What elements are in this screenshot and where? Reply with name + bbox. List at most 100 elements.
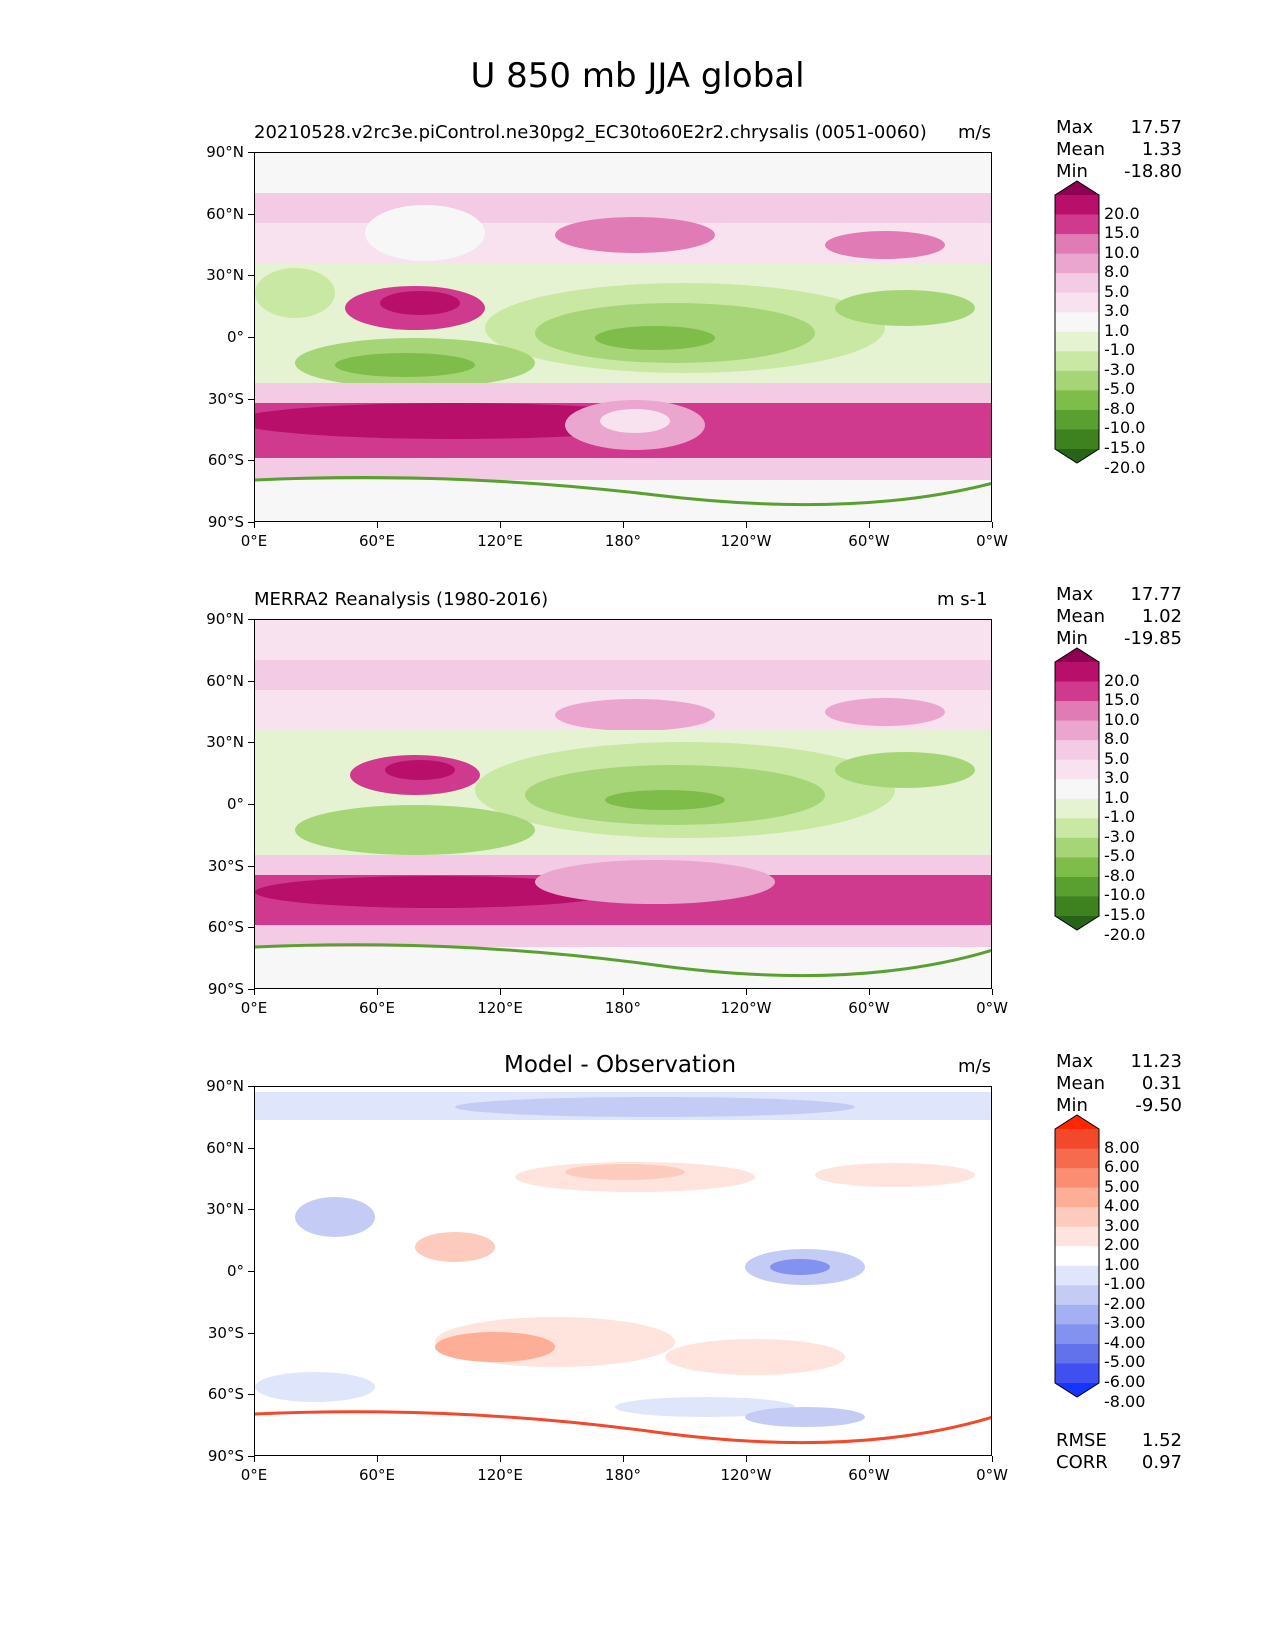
colorbar-tick-label: 5.0 — [1104, 281, 1130, 301]
colorbar-tick-label: -5.00 — [1104, 1352, 1146, 1372]
u850-field-model — [255, 153, 991, 521]
stat-label: Mean — [1056, 606, 1106, 627]
colorbar-segment — [1055, 896, 1099, 917]
colorbar-segment — [1055, 740, 1099, 761]
colorbar — [1054, 1114, 1100, 1398]
lon-tick — [623, 1456, 624, 1462]
lon-tick — [254, 989, 255, 995]
colorbar-segment — [1055, 876, 1099, 897]
stats-observation: Max 17.77 Mean 1.02 Min -19.85 — [1056, 584, 1182, 650]
colorbar-segment — [1055, 1226, 1099, 1247]
colorbar-tick-label: -3.00 — [1104, 1313, 1146, 1333]
colorbar-segment — [1055, 1363, 1099, 1384]
lat-tick-label: 60°N — [206, 204, 244, 223]
colorbar-segment — [1055, 1168, 1099, 1189]
colorbar-tick-label: 20.0 — [1104, 670, 1140, 690]
colorbar — [1054, 647, 1100, 931]
stat-label: Mean — [1056, 1073, 1106, 1094]
colorbar-tick-label: 3.0 — [1104, 768, 1130, 788]
lon-tick — [746, 522, 747, 528]
lon-tick — [500, 522, 501, 528]
colorbar-tick-label: 8.0 — [1104, 729, 1130, 749]
stat-max: 11.23 — [1130, 1051, 1182, 1072]
panel-title: MERRA2 Reanalysis (1980-2016) — [254, 589, 549, 610]
figure-title: U 850 mb JJA global — [470, 56, 805, 96]
lon-tick-label: 120°E — [477, 999, 523, 1017]
colorbar-tick-label: -3.0 — [1104, 359, 1136, 379]
colorbar-tick-label: 2.00 — [1104, 1235, 1140, 1255]
panel-title: 20210528.v2rc3e.piControl.ne30pg2_EC30to… — [254, 122, 927, 143]
colorbar-extend-max — [1055, 1115, 1099, 1129]
lon-tick — [500, 989, 501, 995]
colorbar-segment — [1055, 1129, 1099, 1150]
stat-label: Max — [1056, 117, 1094, 138]
colorbar-outline — [1054, 1114, 1100, 1398]
colorbar-segment — [1055, 1246, 1099, 1267]
stat-label: Mean — [1056, 139, 1106, 160]
colorbar-tick-label: 8.0 — [1104, 262, 1130, 282]
colorbar-segment — [1055, 662, 1099, 683]
colorbar-segment — [1055, 214, 1099, 235]
lat-tick — [248, 927, 254, 929]
lat-tick-label: 30°S — [207, 1323, 244, 1342]
colorbar-outline — [1054, 647, 1100, 931]
colorbar-segment — [1055, 390, 1099, 411]
colorbar-tick-label: -15.0 — [1104, 438, 1146, 457]
colorbar-segment — [1055, 798, 1099, 819]
colorbar-segment — [1055, 837, 1099, 858]
stat-min: -19.85 — [1123, 628, 1182, 649]
lat-tick-label: 90°N — [206, 1077, 244, 1095]
lon-tick-label: 60°E — [358, 1466, 396, 1484]
colorbar-tick-label: 15.0 — [1104, 690, 1140, 710]
lon-tick — [746, 1456, 747, 1462]
colorbar-extend-max — [1055, 181, 1099, 195]
lat-tick-label: 60°S — [207, 918, 244, 937]
colorbar-tick-label: -6.00 — [1104, 1372, 1146, 1391]
stat-mean: 1.33 — [1141, 139, 1182, 160]
lat-tick — [248, 989, 254, 990]
colorbar-tick-label: 20.0 — [1104, 203, 1140, 223]
colorbar-segment — [1055, 292, 1099, 313]
lat-tick-label: 90°S — [207, 1447, 244, 1465]
colorbar-tick-label: 1.0 — [1104, 320, 1130, 340]
lat-tick-label: 30°S — [207, 856, 244, 875]
colorbar-segment — [1055, 720, 1099, 741]
lat-tick-label: 30°N — [206, 733, 244, 752]
panel-observation: MERRA2 Reanalysis (1980-2016) m s-1 — [0, 0, 1275, 610]
lat-tick — [248, 337, 254, 338]
lat-tick — [248, 1456, 254, 1457]
lon-tick — [500, 1456, 501, 1462]
lat-tick — [248, 619, 254, 620]
colorbar-segment — [1055, 429, 1099, 450]
lon-tick-label: 120°W — [720, 532, 772, 550]
lat-tick — [248, 1271, 254, 1272]
stat-label: Max — [1056, 1051, 1094, 1072]
units-label: m/s — [958, 1056, 991, 1077]
lat-tick-label: 90°N — [206, 610, 244, 628]
stats-model: Max 17.57 Mean 1.33 Min -18.80 — [1056, 117, 1182, 183]
stat-label: Min — [1056, 161, 1088, 182]
colorbar-segment — [1055, 1343, 1099, 1364]
colorbar-segment — [1055, 273, 1099, 294]
lon-tick — [623, 989, 624, 995]
lat-tick — [248, 460, 254, 462]
lon-tick-label: 120°W — [720, 1466, 772, 1484]
lon-tick — [992, 1456, 993, 1462]
colorbar-tick-label: 1.00 — [1104, 1254, 1140, 1274]
lon-tick-label: 0°E — [240, 532, 268, 550]
lon-tick-label: 120°W — [720, 999, 772, 1017]
lat-tick-label: 0° — [226, 328, 244, 346]
lon-tick — [254, 1456, 255, 1462]
lat-tick-label: 30°N — [206, 266, 244, 285]
lat-tick — [248, 522, 254, 523]
lon-tick-label: 60°E — [358, 532, 396, 550]
colorbar-tick-label: -2.00 — [1104, 1293, 1146, 1313]
colorbar-segment — [1055, 818, 1099, 839]
lon-tick — [746, 989, 747, 995]
stat-label: RMSE — [1056, 1430, 1107, 1451]
lon-tick — [869, 1456, 870, 1462]
lat-tick — [248, 804, 254, 805]
colorbar-tick-label: 3.00 — [1104, 1215, 1140, 1235]
lat-tick — [248, 1086, 254, 1087]
lat-tick-label: 30°S — [207, 389, 244, 408]
